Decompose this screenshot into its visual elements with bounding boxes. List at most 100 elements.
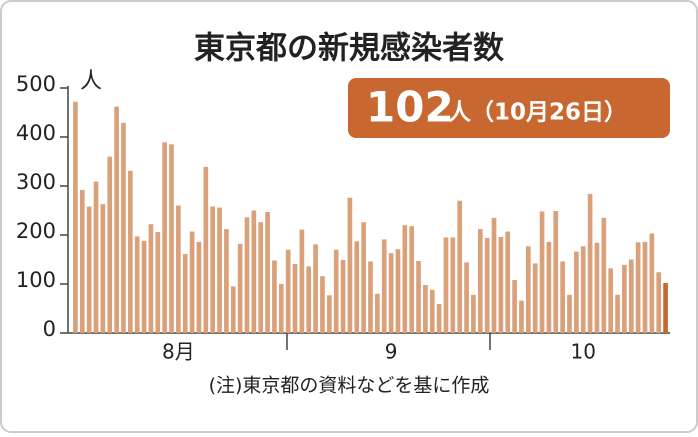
bar	[121, 122, 126, 333]
bar	[498, 236, 504, 333]
bar	[361, 222, 366, 333]
bar	[285, 249, 291, 333]
bar	[114, 106, 119, 334]
annotation-text: 人（10月26日）	[448, 99, 627, 126]
bar	[306, 266, 312, 333]
bar	[525, 246, 531, 333]
bar	[203, 166, 209, 333]
y-tick-label: 400	[16, 121, 56, 145]
bar	[457, 200, 463, 333]
bar	[333, 249, 339, 333]
bar	[141, 240, 147, 333]
bar	[567, 294, 572, 333]
bar	[326, 295, 332, 333]
bar	[148, 224, 154, 333]
bar	[176, 205, 181, 333]
y-tick-label: 200	[16, 219, 56, 243]
bar	[642, 241, 648, 333]
annotation-value: 102	[366, 83, 454, 132]
x-tick-label: 8月	[162, 340, 195, 364]
bar	[402, 225, 408, 333]
bar	[258, 222, 264, 333]
bar	[169, 144, 174, 333]
note: (注)東京都の資料などを基に作成	[209, 375, 490, 397]
bar	[532, 263, 538, 333]
bar	[244, 217, 250, 333]
bar	[73, 101, 78, 333]
bar	[649, 233, 655, 333]
bar	[546, 241, 552, 333]
bar	[107, 156, 113, 333]
bar	[354, 241, 360, 333]
bar	[574, 251, 579, 333]
bar	[615, 294, 620, 333]
bar	[79, 189, 85, 333]
bar	[663, 283, 668, 333]
bar	[347, 197, 353, 333]
bar	[155, 232, 161, 333]
y-tick-label: 300	[16, 170, 56, 194]
bar	[237, 243, 243, 333]
bar	[416, 260, 421, 333]
bar	[587, 193, 593, 333]
bar	[100, 204, 106, 333]
bar	[484, 237, 490, 333]
bar	[539, 211, 545, 333]
bar	[313, 244, 318, 333]
y-unit: 人	[80, 69, 102, 94]
bar	[320, 276, 325, 333]
bar	[471, 294, 476, 333]
y-tick-label: 100	[16, 268, 56, 292]
bar	[429, 289, 435, 333]
bar	[127, 170, 133, 333]
bar	[93, 181, 99, 333]
y-tick-label: 0	[43, 317, 56, 341]
bar	[230, 286, 236, 333]
bar	[375, 293, 380, 333]
bar	[182, 254, 188, 333]
bar	[381, 239, 387, 333]
bar	[450, 237, 456, 333]
bar	[388, 253, 394, 333]
bar	[594, 242, 600, 333]
bar	[553, 210, 559, 333]
bar	[292, 263, 298, 333]
bar	[628, 259, 634, 333]
bar	[409, 226, 415, 333]
y-tick-label: 500	[16, 72, 56, 96]
bar	[272, 260, 277, 333]
bar	[299, 229, 305, 333]
bar	[464, 262, 469, 333]
bar	[436, 304, 442, 333]
bar	[519, 300, 524, 333]
bar	[217, 207, 222, 333]
bar	[196, 241, 202, 333]
bar	[224, 229, 229, 333]
bar	[423, 284, 428, 333]
x-tick-label: 10	[570, 340, 595, 364]
bar	[395, 249, 401, 333]
bar	[265, 211, 270, 333]
bar	[443, 237, 449, 333]
bar	[635, 242, 641, 333]
annotation-box	[348, 78, 670, 138]
bar	[251, 210, 257, 333]
bar	[134, 236, 140, 333]
bar	[189, 231, 195, 333]
bar	[210, 206, 216, 333]
bar	[368, 261, 373, 333]
bar	[560, 261, 565, 333]
chart-title: 東京都の新規感染者数	[194, 31, 504, 67]
bar	[86, 206, 92, 333]
bar	[601, 217, 607, 333]
bar	[656, 272, 662, 333]
bar	[477, 229, 483, 333]
bar	[608, 268, 614, 333]
bar	[512, 280, 517, 333]
bar	[491, 217, 497, 333]
x-tick-label: 9	[385, 340, 398, 364]
bar	[505, 231, 511, 333]
bar	[162, 142, 167, 333]
